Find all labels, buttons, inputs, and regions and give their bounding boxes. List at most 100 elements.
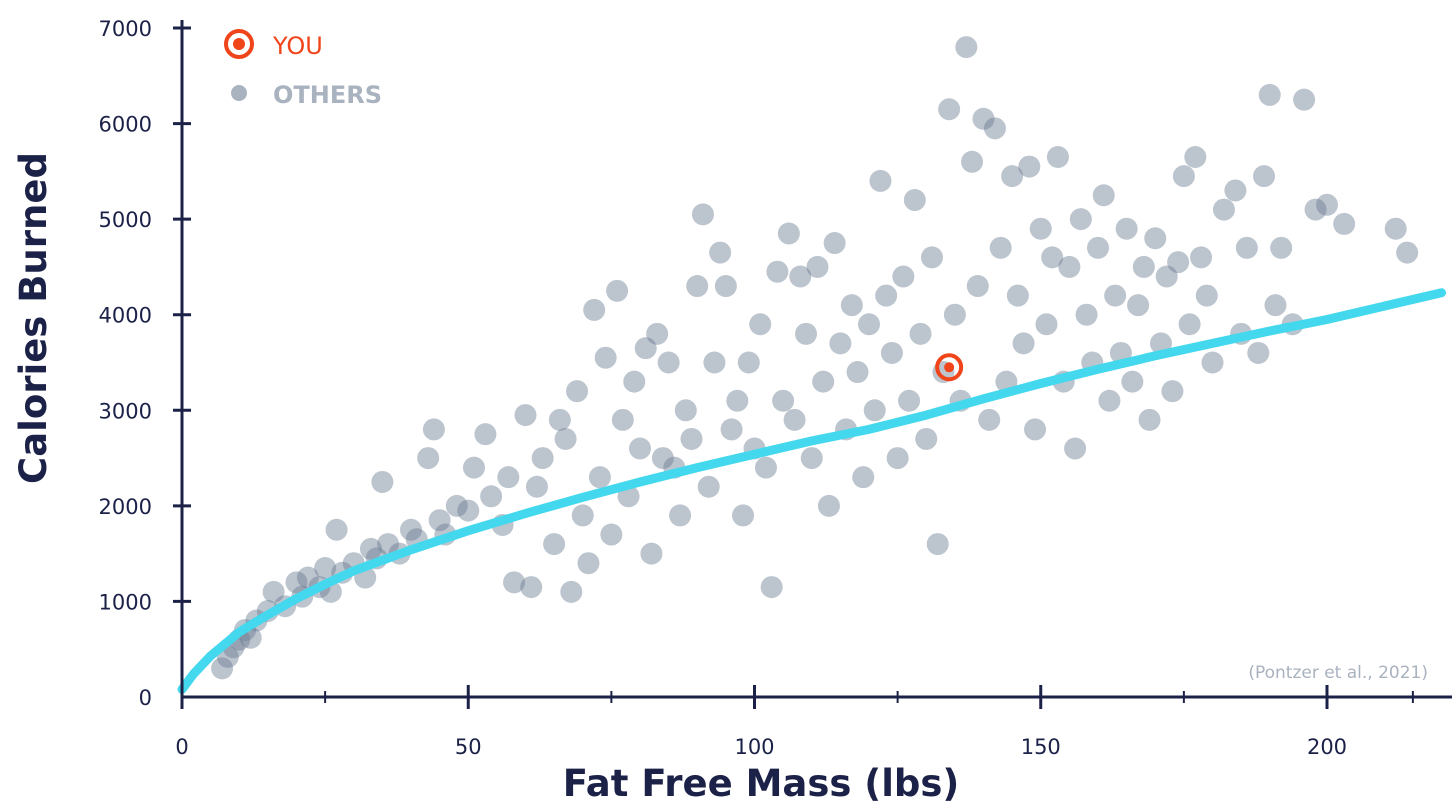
data-point bbox=[611, 408, 634, 431]
data-point bbox=[474, 423, 497, 446]
data-point bbox=[377, 533, 400, 556]
data-point bbox=[766, 260, 789, 283]
data-point bbox=[806, 255, 829, 278]
dot-icon bbox=[231, 85, 247, 101]
target-icon bbox=[224, 29, 254, 59]
data-point bbox=[480, 485, 503, 508]
you-point bbox=[944, 362, 955, 373]
data-point bbox=[1041, 246, 1064, 269]
data-point bbox=[852, 466, 875, 489]
data-point bbox=[943, 303, 966, 326]
data-point bbox=[754, 456, 777, 479]
data-point bbox=[1396, 241, 1419, 264]
data-point bbox=[634, 337, 657, 360]
data-point bbox=[1069, 208, 1092, 231]
data-point bbox=[657, 351, 680, 374]
data-point bbox=[1190, 246, 1213, 269]
data-point bbox=[371, 470, 394, 493]
data-point bbox=[955, 36, 978, 59]
data-point bbox=[812, 370, 835, 393]
data-point bbox=[296, 566, 319, 589]
data-point bbox=[422, 418, 445, 441]
data-point bbox=[594, 346, 617, 369]
data-point bbox=[978, 408, 1001, 431]
data-point bbox=[400, 518, 422, 541]
data-point bbox=[1087, 236, 1109, 259]
data-point bbox=[577, 552, 600, 575]
y-axis-title: Calories Burned bbox=[12, 152, 55, 484]
data-point bbox=[1132, 255, 1155, 278]
data-point bbox=[583, 298, 606, 321]
data-point bbox=[1264, 294, 1287, 317]
data-point bbox=[1270, 236, 1293, 259]
data-point bbox=[1104, 284, 1127, 307]
data-point bbox=[691, 203, 714, 226]
y-tick-label: 6000 bbox=[99, 113, 152, 137]
data-point bbox=[211, 657, 234, 680]
data-point bbox=[749, 313, 772, 336]
legend-you-label: YOU bbox=[272, 32, 323, 60]
data-point bbox=[1138, 408, 1161, 431]
data-point bbox=[548, 408, 571, 431]
data-point bbox=[697, 475, 720, 498]
data-point bbox=[560, 580, 583, 603]
data-point bbox=[686, 275, 709, 298]
data-point bbox=[1384, 217, 1407, 240]
you-point-ring bbox=[935, 353, 964, 382]
you-marker bbox=[935, 353, 964, 382]
data-point bbox=[1144, 227, 1167, 250]
data-point bbox=[640, 542, 663, 565]
data-point bbox=[1235, 236, 1258, 259]
data-point bbox=[1258, 83, 1281, 106]
y-tick-label: 5000 bbox=[99, 208, 152, 232]
data-point bbox=[606, 279, 629, 302]
data-point bbox=[525, 475, 548, 498]
x-axis-title: Fat Free Mass (lbs) bbox=[563, 762, 960, 805]
x-tick-label: 100 bbox=[734, 735, 774, 759]
data-point bbox=[285, 571, 308, 594]
data-point bbox=[1195, 284, 1218, 307]
data-point bbox=[858, 313, 880, 336]
data-point bbox=[863, 399, 886, 422]
data-point bbox=[1121, 370, 1144, 393]
y-tick-label: 0 bbox=[139, 686, 152, 710]
data-point bbox=[1184, 146, 1207, 169]
data-point bbox=[869, 169, 892, 192]
data-point bbox=[646, 322, 669, 345]
data-point bbox=[817, 494, 840, 517]
data-point bbox=[325, 518, 348, 541]
data-point bbox=[898, 389, 921, 412]
x-tick-label: 150 bbox=[1021, 735, 1061, 759]
data-point bbox=[1046, 146, 1069, 169]
data-point bbox=[629, 437, 651, 460]
data-point bbox=[840, 294, 863, 317]
data-point bbox=[709, 241, 732, 264]
data-point bbox=[915, 427, 938, 450]
data-point bbox=[1293, 88, 1316, 111]
data-point bbox=[262, 580, 285, 603]
data-point bbox=[1012, 332, 1035, 355]
data-point bbox=[880, 341, 903, 364]
y-tick-label: 1000 bbox=[99, 590, 152, 614]
source-citation: (Pontzer et al., 2021) bbox=[1248, 663, 1428, 683]
data-point bbox=[651, 447, 674, 470]
data-point bbox=[1333, 212, 1356, 235]
data-point bbox=[669, 504, 692, 527]
data-point bbox=[961, 150, 984, 173]
y-tick-label: 4000 bbox=[99, 304, 152, 328]
data-point bbox=[417, 447, 440, 470]
data-point bbox=[1098, 389, 1121, 412]
data-point bbox=[588, 466, 611, 489]
data-point bbox=[789, 265, 812, 288]
data-point bbox=[1035, 313, 1058, 336]
data-point bbox=[514, 404, 537, 427]
data-point bbox=[938, 98, 961, 121]
data-point bbox=[886, 447, 909, 470]
data-point bbox=[1212, 198, 1235, 221]
data-point bbox=[703, 351, 726, 374]
data-point bbox=[966, 275, 989, 298]
data-point bbox=[428, 509, 451, 532]
data-point bbox=[989, 236, 1012, 259]
data-point bbox=[1058, 255, 1081, 278]
